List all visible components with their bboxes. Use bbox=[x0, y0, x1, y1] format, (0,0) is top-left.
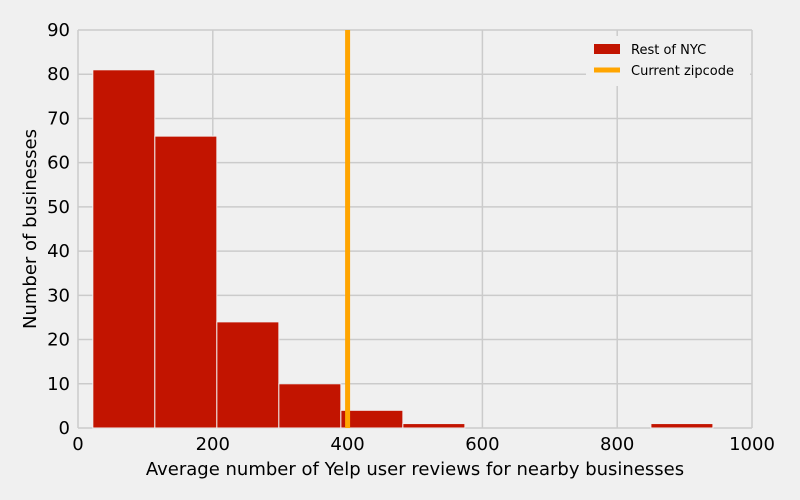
y-tick-label: 10 bbox=[47, 374, 70, 395]
y-tick-label: 80 bbox=[47, 64, 70, 85]
x-tick-label: 800 bbox=[600, 434, 634, 455]
legend-label-current-zipcode: Current zipcode bbox=[631, 64, 734, 79]
y-tick-label: 50 bbox=[47, 197, 70, 218]
y-tick-label: 90 bbox=[47, 20, 70, 41]
legend: Rest of NYC Current zipcode bbox=[586, 36, 750, 86]
x-axis-label: Average number of Yelp user reviews for … bbox=[146, 459, 684, 480]
histogram-bars bbox=[92, 69, 714, 429]
legend-label-rest-of-nyc: Rest of NYC bbox=[631, 43, 706, 58]
histogram-bar-3 bbox=[278, 383, 342, 429]
x-tick-label: 1000 bbox=[729, 434, 775, 455]
x-tick-label: 400 bbox=[330, 434, 364, 455]
histogram-bar-9 bbox=[650, 423, 714, 429]
x-tick-label: 200 bbox=[196, 434, 230, 455]
y-tick-label: 40 bbox=[47, 241, 70, 262]
y-tick-label: 60 bbox=[47, 153, 70, 174]
x-tick-labels: 0 200 400 600 800 1000 bbox=[72, 434, 775, 455]
y-axis-label: Number of businesses bbox=[20, 129, 41, 329]
y-tick-label: 30 bbox=[47, 285, 70, 306]
histogram-bar-0 bbox=[92, 69, 156, 429]
x-tick-label: 0 bbox=[72, 434, 83, 455]
x-tick-label: 600 bbox=[465, 434, 499, 455]
histogram-bar-1 bbox=[154, 135, 218, 429]
y-tick-labels: 0 10 20 30 40 50 60 70 80 90 bbox=[47, 20, 70, 439]
histogram-bar-5 bbox=[402, 423, 466, 429]
y-tick-label: 20 bbox=[47, 330, 70, 351]
histogram-bar-4 bbox=[340, 409, 404, 429]
y-tick-label: 70 bbox=[47, 108, 70, 129]
histogram-bar-2 bbox=[216, 321, 280, 429]
y-tick-label: 0 bbox=[59, 418, 70, 439]
legend-swatch-rest-of-nyc bbox=[594, 44, 620, 54]
